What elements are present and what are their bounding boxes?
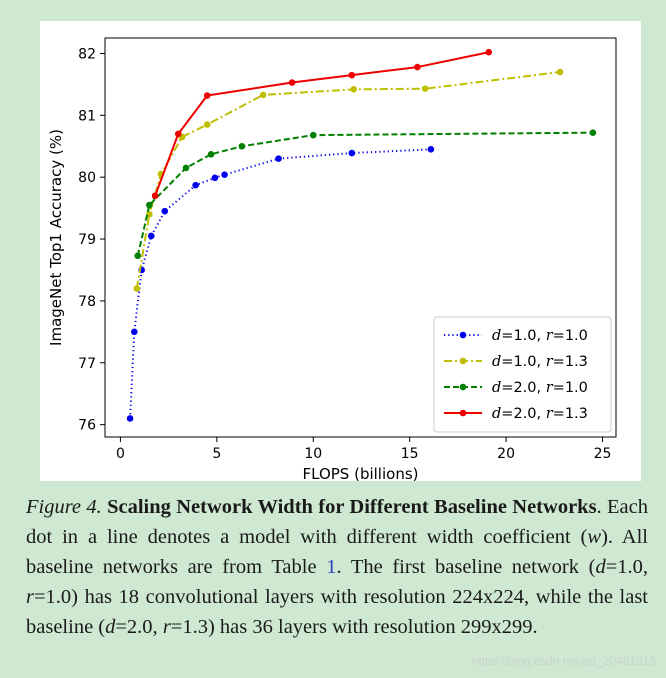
legend-label-d-2-0-r-1-3: d=2.0, r=1.3 bbox=[492, 406, 588, 422]
x-tick-label: 20 bbox=[497, 446, 515, 462]
x-tick-label: 10 bbox=[304, 446, 322, 462]
chart: 0 5 10 15 20 25 76 77 78 79 80 81 82 FLOPS (billions)… bbox=[47, 37, 617, 481]
data-point-d-2-0-r-1-0 bbox=[182, 164, 190, 172]
data-point-d-2-0-r-1-3 bbox=[414, 63, 421, 71]
figure-caption: Figure 4. Scaling Network Width for Diff… bbox=[26, 496, 648, 638]
legend-marker-d-1-0-r-1-3 bbox=[459, 357, 467, 365]
data-point-d-1-0-r-1-3 bbox=[259, 91, 267, 99]
series-line-d-2-0-r-1-0 bbox=[136, 131, 593, 256]
legend-label-d-1-0-r-1-3: d=1.0, r=1.3 bbox=[492, 354, 588, 370]
data-point-d-1-0-r-1-0 bbox=[427, 146, 435, 153]
legend: d=1.0, r=1.0 d=1.0, r=1.3 d=2.0, r=1.0 d=2.… bbox=[433, 316, 612, 433]
data-point-d-1-0-r-1-0 bbox=[126, 415, 134, 422]
data-point-d-1-0-r-1-0 bbox=[221, 171, 228, 179]
data-point-d-2-0-r-1-0 bbox=[207, 150, 215, 158]
x-tick-label: 0 bbox=[116, 446, 125, 462]
data-point-d-2-0-r-1-0 bbox=[238, 142, 246, 150]
data-point-d-1-0-r-1-0 bbox=[275, 155, 282, 162]
y-tick-label: 80 bbox=[78, 170, 96, 186]
legend-label-d-2-0-r-1-0: d=2.0, r=1.0 bbox=[492, 380, 588, 396]
plot-frame bbox=[104, 37, 617, 438]
data-point-d-1-0-r-1-0 bbox=[192, 181, 199, 189]
figure-label: Figure 4. bbox=[26, 496, 102, 518]
data-point-d-2-0-r-1-3 bbox=[288, 79, 296, 86]
x-tick-label: 15 bbox=[401, 446, 419, 462]
figure-title: Scaling Network Width for Different Base… bbox=[107, 496, 597, 518]
x-tick-label: 5 bbox=[212, 446, 221, 462]
data-point-d-1-0-r-1-0 bbox=[211, 174, 219, 182]
data-point-d-1-0-r-1-3 bbox=[133, 285, 141, 292]
y-axis-label: ImageNet Top1 Accuracy (%) bbox=[47, 129, 65, 346]
watermark: https://blog.csdn.net/qq_20481015 bbox=[471, 654, 656, 668]
data-point-d-1-0-r-1-0 bbox=[131, 328, 138, 336]
data-point-d-1-0-r-1-0 bbox=[147, 232, 155, 240]
plot-panel: 0 5 10 15 20 25 76 77 78 79 80 81 82 FLOPS (billions)… bbox=[40, 21, 641, 481]
data-point-d-2-0-r-1-0 bbox=[589, 129, 597, 136]
y-tick-label: 78 bbox=[78, 294, 96, 310]
data-point-d-2-0-r-1-0 bbox=[146, 201, 153, 209]
data-point-d-2-0-r-1-3 bbox=[203, 92, 211, 99]
y-tick-label: 79 bbox=[78, 232, 96, 248]
data-point-d-1-0-r-1-3 bbox=[203, 121, 211, 128]
legend-box bbox=[433, 316, 612, 433]
legend-marker-d-1-0-r-1-0 bbox=[459, 331, 467, 339]
data-point-d-1-0-r-1-3 bbox=[556, 68, 564, 76]
legend-marker-d-2-0-r-1-3 bbox=[459, 409, 467, 417]
y-tick-label: 76 bbox=[78, 418, 96, 434]
x-tick-label: 25 bbox=[594, 446, 612, 462]
y-tick-label: 82 bbox=[78, 46, 96, 62]
data-point-d-2-0-r-1-3 bbox=[348, 71, 356, 79]
x-axis-label: FLOPS (billions) bbox=[303, 465, 419, 481]
legend-label-d-1-0-r-1-0: d=1.0, r=1.0 bbox=[492, 328, 588, 344]
data-point-d-2-0-r-1-3 bbox=[485, 48, 493, 56]
legend-marker-d-2-0-r-1-0 bbox=[459, 383, 467, 391]
data-point-d-1-0-r-1-0 bbox=[161, 207, 169, 215]
series-line-d-1-0-r-1-0 bbox=[129, 148, 431, 419]
data-point-d-1-0-r-1-0 bbox=[348, 149, 356, 157]
data-point-d-2-0-r-1-3 bbox=[151, 192, 159, 200]
data-point-d-2-0-r-1-0 bbox=[134, 252, 142, 260]
data-point-d-2-0-r-1-0 bbox=[309, 131, 317, 139]
y-tick-label: 81 bbox=[78, 108, 96, 124]
table-reference-link[interactable]: 1 bbox=[326, 556, 337, 578]
y-tick-label: 77 bbox=[78, 356, 96, 372]
data-point-d-1-0-r-1-3 bbox=[421, 85, 429, 93]
data-point-d-1-0-r-1-3 bbox=[350, 86, 358, 93]
data-point-d-2-0-r-1-3 bbox=[174, 130, 182, 138]
